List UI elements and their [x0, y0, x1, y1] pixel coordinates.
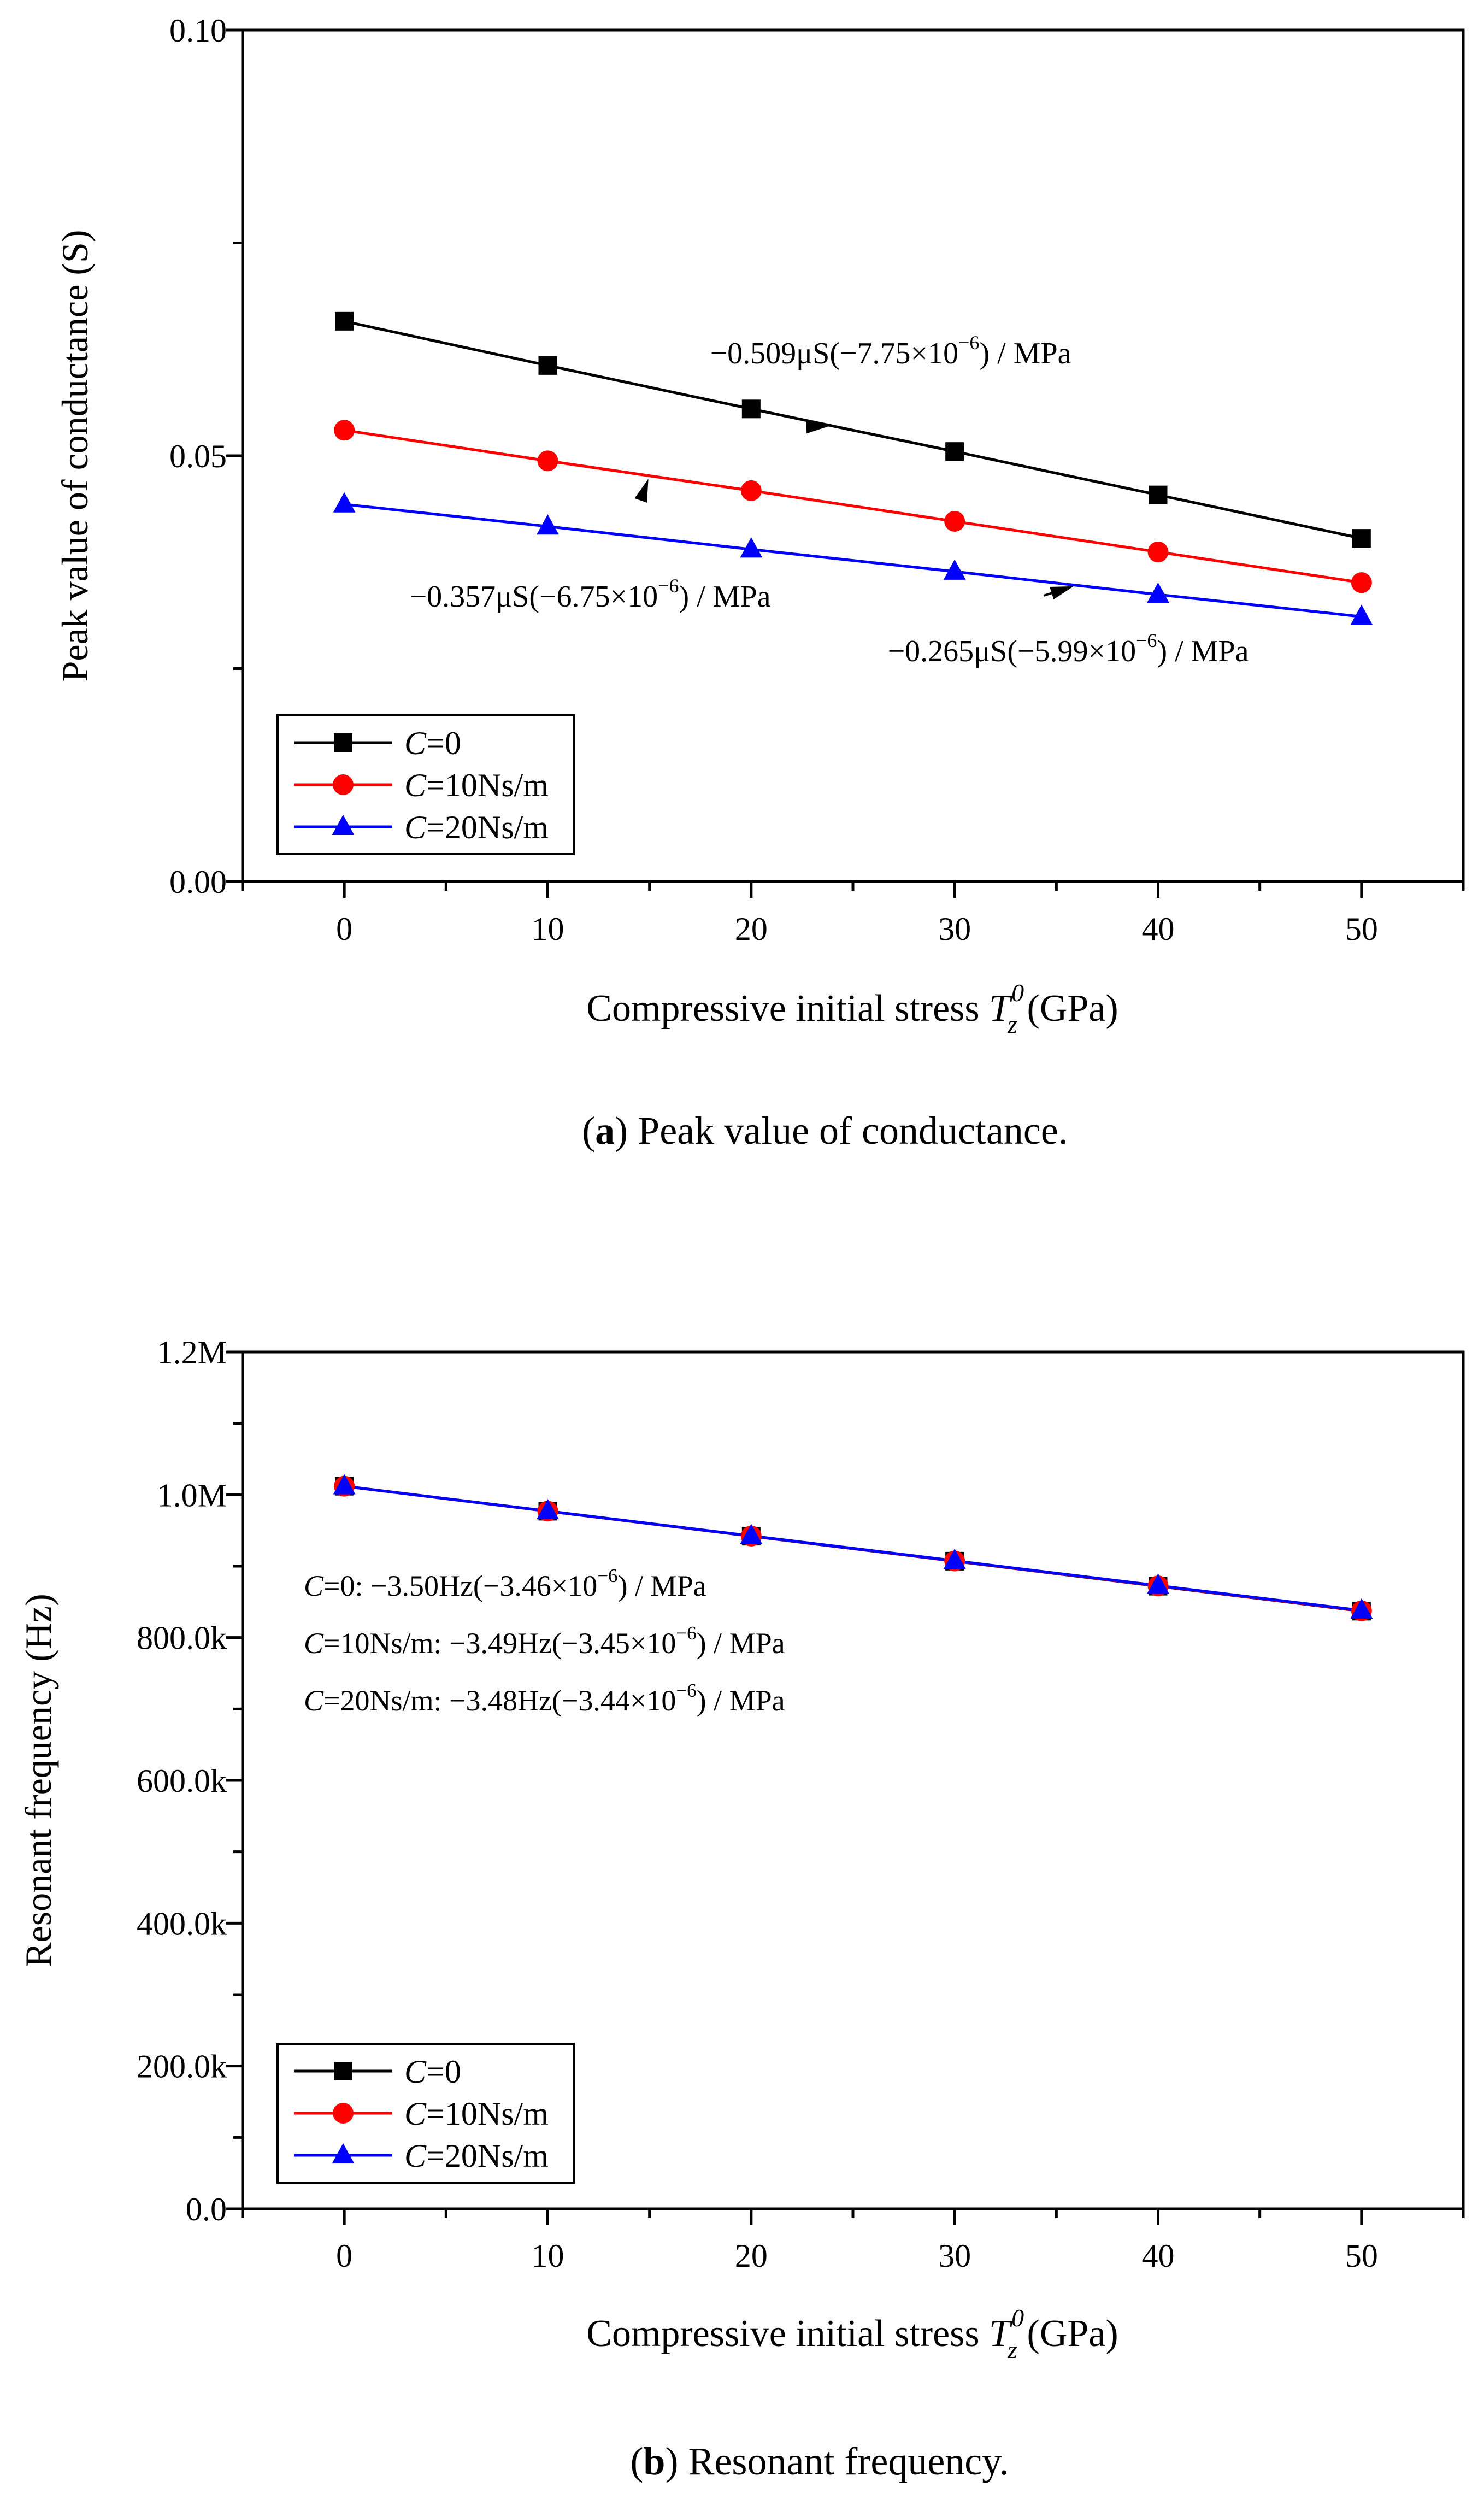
- panel-a-annotation-arrowhead-1: [634, 479, 649, 503]
- a-series-2-point: [1147, 582, 1169, 603]
- b-series-line-2: [344, 1485, 1362, 1612]
- a-legend-label-1: C=10Ns/m: [404, 767, 549, 803]
- panel-b-frequency-chart: 0 10 20 30 40 50 0.0 200.0k 400.0k 600.0k 800.0k 1.…: [17, 1334, 1465, 2483]
- a-series-0-point: [335, 311, 354, 331]
- panel-b-series-markers: [333, 1474, 1373, 1621]
- a-series-2-point: [537, 514, 559, 535]
- b-legend-label-1: C=10Ns/m: [404, 2096, 549, 2132]
- a-series-line-0: [344, 320, 1362, 540]
- panel-b-annotations: C=0: −3.50Hz(−3.46×10−6) / MPa C=10Ns/m: …: [304, 1565, 785, 1717]
- b-legend-marker-1: [333, 2103, 354, 2124]
- a-series-1-point: [944, 510, 965, 532]
- panel-a-xlabel: Compressive initial stress T0 z (GPa): [586, 979, 1118, 1038]
- b-series-2-point: [1147, 1573, 1169, 1594]
- a-ytick-label: 0.05: [169, 438, 227, 474]
- a-series-0-point: [538, 356, 557, 375]
- b-ytick-label: 800.0k: [137, 1620, 227, 1656]
- panel-a-annotation-arrowhead-0: [806, 420, 829, 434]
- b-xtick-label: 30: [938, 2238, 971, 2274]
- b-legend-item-0: C=0: [294, 2054, 461, 2090]
- panel-b-annotation-0: C=0: −3.50Hz(−3.46×10−6) / MPa: [304, 1565, 706, 1602]
- b-series-2-point: [1350, 1598, 1373, 1619]
- a-series-2-point: [943, 559, 966, 580]
- panel-a-annotation-2: −0.265μS(−5.99×10−6) / MPa: [888, 630, 1249, 668]
- a-ytick-label: 0.00: [169, 864, 227, 900]
- b-series-2-point: [740, 1524, 763, 1544]
- panel-a-series-markers: [333, 311, 1373, 625]
- panel-a-annotation-arrowhead-2: [1050, 586, 1074, 599]
- a-series-2-point: [333, 492, 356, 513]
- a-legend-marker-2: [332, 814, 355, 835]
- b-legend-label-2: C=20Ns/m: [404, 2138, 549, 2174]
- a-series-1-point: [537, 450, 558, 472]
- a-series-0-point: [1149, 485, 1168, 504]
- a-legend-item-1: C=10Ns/m: [294, 767, 549, 803]
- b-ytick-label: 600.0k: [137, 1763, 227, 1799]
- b-series-2-point: [537, 1498, 559, 1520]
- panel-b-xlabel: Compressive initial stress T0 z (GPa): [586, 2304, 1118, 2363]
- panel-b-ylabel: Resonant frequency (Hz): [17, 1594, 59, 1967]
- panel-b-series-lines: [344, 1485, 1362, 1613]
- a-legend-label-2: C=20Ns/m: [404, 809, 549, 845]
- b-series-2-point: [943, 1548, 966, 1569]
- panel-a-ylabel: Peak value of conductance (S): [54, 230, 96, 682]
- panel-a-caption: (a) Peak value of conductance.: [582, 1109, 1068, 1153]
- a-legend-item-2: C=20Ns/m: [294, 809, 549, 845]
- a-legend-item-0: C=0: [294, 725, 461, 761]
- a-series-0-point: [741, 399, 761, 419]
- b-ytick-label: 1.0M: [157, 1477, 227, 1513]
- panel-a-annotation-1: −0.357μS(−6.75×10−6) / MPa: [410, 575, 771, 614]
- b-xtick-label: 50: [1345, 2238, 1378, 2274]
- b-ytick-label: 1.2M: [157, 1334, 227, 1371]
- a-xtick-label: 0: [336, 911, 352, 947]
- a-series-0-point: [945, 442, 964, 461]
- b-xtick-label: 40: [1142, 2238, 1175, 2274]
- a-series-1-point: [1147, 542, 1169, 563]
- a-xtick-label: 20: [735, 911, 768, 947]
- a-ytick-label: 0.10: [169, 13, 227, 49]
- panel-a-ticks: 0 10 20 30 40 50 0.00 0.05 0.10: [169, 13, 1465, 947]
- panel-a-annotation-0: −0.509μS(−7.75×10−6) / MPa: [710, 332, 1071, 371]
- b-xtick-label: 10: [532, 2238, 564, 2274]
- panel-b-caption: (b) Resonant frequency.: [630, 2439, 1009, 2483]
- b-series-2-point: [333, 1474, 356, 1495]
- a-series-0-point: [1352, 529, 1371, 548]
- a-xtick-label: 40: [1142, 911, 1175, 947]
- panel-a-annotations: −0.509μS(−7.75×10−6) / MPa −0.357μS(−6.75…: [410, 332, 1249, 668]
- b-legend-marker-2: [332, 2143, 355, 2163]
- a-xtick-label: 10: [532, 911, 564, 947]
- panel-a-conductance-chart: 0 10 20 30 40 50 0.00 0.05 0.10 −0.509μS(−7.75×1…: [54, 13, 1465, 1153]
- a-series-1-point: [1351, 572, 1372, 593]
- b-legend-marker-0: [334, 2062, 352, 2080]
- panel-b-ticks: 0 10 20 30 40 50 0.0 200.0k 400.0k 600.0k 800.0k 1.…: [137, 1334, 1465, 2274]
- a-series-1-point: [334, 420, 355, 441]
- b-legend-label-0: C=0: [404, 2054, 461, 2090]
- a-series-line-2: [344, 503, 1362, 618]
- panel-b-legend: C=0 C=10Ns/m C=20Ns/m: [276, 2043, 575, 2184]
- panel-b-annotation-2: C=20Ns/m: −3.48Hz(−3.44×10−6) / MPa: [304, 1680, 785, 1717]
- a-series-1-point: [740, 480, 762, 501]
- panel-b-annotation-1: C=10Ns/m: −3.49Hz(−3.45×10−6) / MPa: [304, 1622, 785, 1660]
- a-series-2-point: [740, 537, 763, 558]
- a-series-line-1: [344, 428, 1362, 584]
- a-xtick-label: 30: [938, 911, 971, 947]
- panel-a-series-lines: [344, 320, 1362, 618]
- b-xtick-label: 0: [336, 2238, 352, 2274]
- b-legend-item-2: C=20Ns/m: [294, 2138, 549, 2174]
- b-legend-item-1: C=10Ns/m: [294, 2096, 549, 2132]
- a-legend-marker-1: [333, 774, 354, 795]
- b-ytick-label: 0.0: [186, 2191, 227, 2227]
- b-ytick-label: 200.0k: [137, 2049, 227, 2085]
- a-legend-label-0: C=0: [404, 725, 461, 761]
- panel-a-legend: C=0 C=10Ns/m C=20Ns/m: [276, 714, 575, 855]
- a-xtick-label: 50: [1345, 911, 1378, 947]
- b-ytick-label: 400.0k: [137, 1906, 227, 1942]
- a-series-2-point: [1350, 604, 1373, 625]
- b-xtick-label: 20: [735, 2238, 768, 2274]
- a-legend-marker-0: [334, 733, 352, 752]
